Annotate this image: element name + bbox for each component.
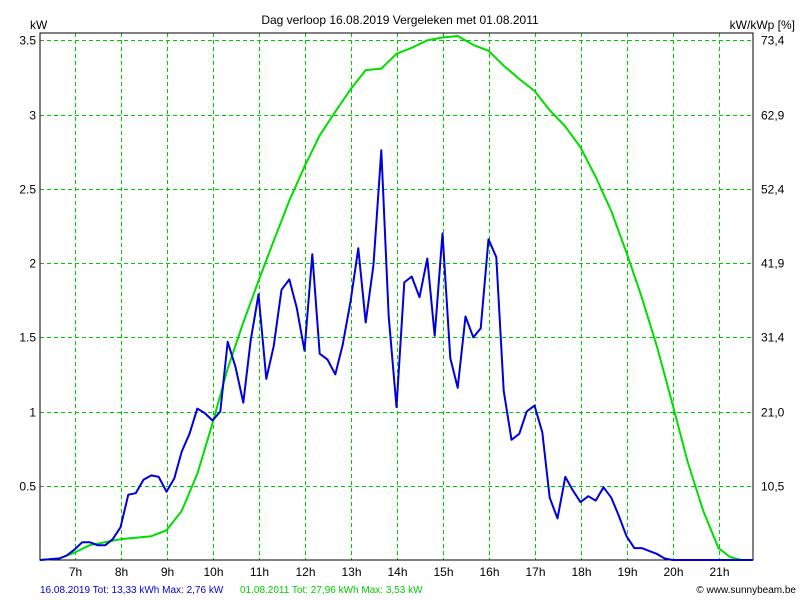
y2-tick-label: 10,5 (761, 480, 785, 494)
x-tick-label: 16h (479, 565, 499, 579)
x-tick-label: 11h (250, 565, 269, 579)
x-tick-label: 19h (617, 565, 637, 579)
y2-tick-label: 52,4 (761, 183, 785, 197)
y-tick-label: 1.5 (19, 331, 36, 345)
x-tick-label: 10h (203, 565, 223, 579)
y-tick-label: 3 (29, 109, 36, 123)
right-axis-unit: kW/kWp [%] (730, 18, 795, 32)
x-tick-label: 15h (433, 565, 453, 579)
series-lines (39, 35, 753, 561)
x-tick-label: 21h (709, 565, 729, 579)
x-tick-label: 8h (115, 565, 128, 579)
series-line-01-08-2011 (39, 35, 753, 561)
y2-tick-label: 31,4 (761, 331, 785, 345)
plot-area (39, 32, 754, 561)
y-tick-label: 0.5 (19, 480, 36, 494)
x-tick-label: 12h (295, 565, 315, 579)
x-tick-label: 13h (341, 565, 361, 579)
legend-series-2: 01.08.2011 Tot: 27,96 kWh Max: 3,53 kW (240, 585, 423, 596)
y-tick-label: 1 (29, 406, 36, 420)
y2-tick-label: 21,0 (761, 406, 785, 420)
credit-text: © www.sunnybeam.be (696, 585, 796, 596)
y2-tick-label: 41,9 (761, 257, 785, 271)
y-tick-label: 2.5 (19, 183, 36, 197)
chart-title: Dag verloop 16.08.2019 Vergeleken met 01… (261, 13, 539, 27)
left-axis-unit: kW (30, 18, 48, 32)
grid (40, 33, 753, 560)
y2-tick-label: 73,4 (761, 34, 785, 48)
x-tick-label: 9h (161, 565, 174, 579)
axis-tick-labels: 7h 8h 9h 10h 11h 12h 13h 14h 15h 16h 17h 18h 19h 20h 2… (19, 34, 784, 580)
x-tick-label: 7h (69, 565, 82, 579)
x-tick-label: 20h (663, 565, 683, 579)
y-tick-label: 2 (29, 257, 36, 271)
y-tick-label: 3.5 (19, 34, 36, 48)
x-tick-label: 18h (571, 565, 591, 579)
y2-tick-label: 62,9 (761, 109, 785, 123)
series-line-16-08-2019 (39, 149, 753, 561)
x-tick-label: 17h (525, 565, 545, 579)
legend-series-1: 16.08.2019 Tot: 13,33 kWh Max: 2,76 kW (40, 585, 224, 596)
x-tick-label: 14h (387, 565, 407, 579)
